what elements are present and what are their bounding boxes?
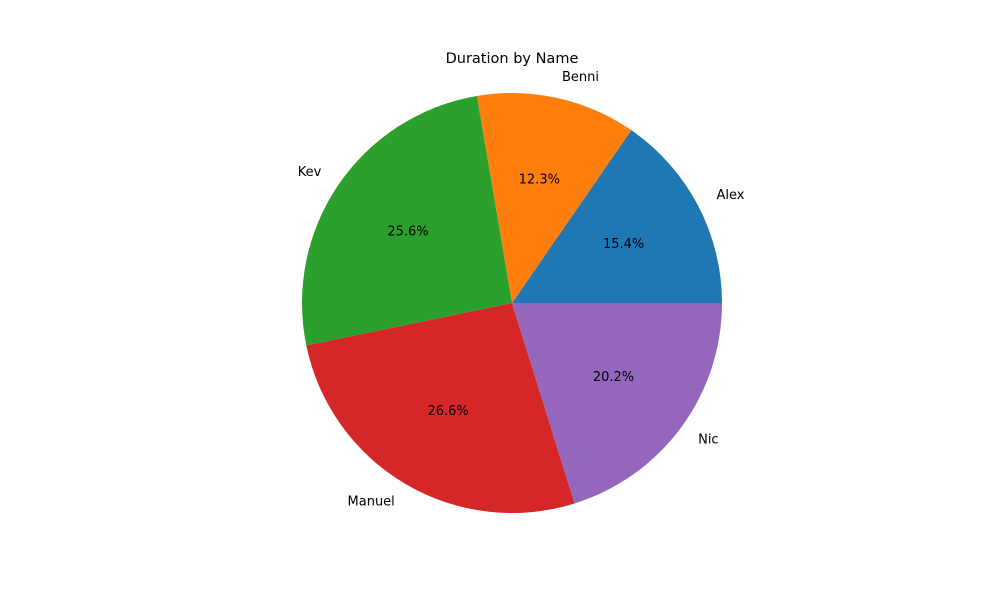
pie-slice-alex bbox=[512, 130, 722, 303]
slice-label-alex: Alex bbox=[717, 188, 745, 203]
slice-label-kev: Kev bbox=[298, 165, 322, 180]
percent-label-benni: 12.3% bbox=[519, 173, 560, 188]
pie-labels: Alex 15.4% Benni 12.3% Kev 25.6% Manuel 26.6% Ni… bbox=[298, 70, 745, 510]
slice-label-nic: Nic bbox=[698, 432, 718, 447]
pie-slice-kev bbox=[301, 95, 512, 346]
chart-title: Duration by Name bbox=[446, 51, 579, 67]
percent-label-kev: 25.6% bbox=[387, 224, 428, 239]
pie-slices bbox=[301, 92, 722, 513]
pie-slice-benni bbox=[476, 92, 632, 303]
percent-label-alex: 15.4% bbox=[603, 237, 644, 252]
slice-label-manuel: Manuel bbox=[348, 495, 395, 510]
slice-label-benni: Benni bbox=[562, 70, 599, 85]
percent-label-nic: 20.2% bbox=[593, 370, 634, 385]
percent-label-manuel: 26.6% bbox=[427, 404, 468, 419]
pie-slice-nic bbox=[512, 303, 722, 504]
pie-slice-manuel bbox=[306, 303, 575, 513]
